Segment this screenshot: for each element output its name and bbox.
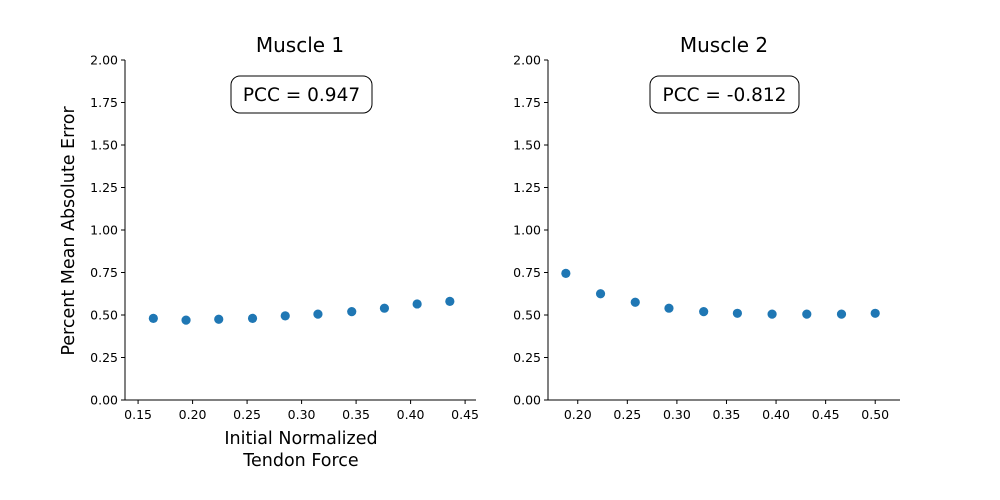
chart-title-muscle-2: Muscle 2 <box>680 33 768 57</box>
annotation-box-muscle-2: PCC = -0.812 <box>649 75 800 114</box>
ytick-label: 1.25 <box>90 180 118 195</box>
data-point <box>870 308 880 318</box>
data-point <box>445 296 455 306</box>
xtick-label: 0.50 <box>861 407 889 422</box>
data-point <box>347 307 357 317</box>
xtick-label: 0.30 <box>288 407 316 422</box>
panel-muscle-2: Muscle 2 0.00 0.25 0.50 0.75 1.00 1.25 1.50 1.7… <box>513 33 900 422</box>
data-point <box>379 303 390 313</box>
chart-title-muscle-1: Muscle 1 <box>256 33 344 57</box>
ytick-label: 0.75 <box>513 265 541 280</box>
ytick-label: 0.75 <box>90 265 118 280</box>
x-axis-label-line-2: Tendon Force <box>242 451 358 471</box>
annotation-frame <box>649 75 800 114</box>
ytick-label: 0.50 <box>513 308 541 323</box>
ytick-label: 1.75 <box>90 95 118 110</box>
annotation-frame <box>230 75 373 114</box>
xtick-label: 0.35 <box>713 407 741 422</box>
xtick-label: 0.15 <box>124 407 152 422</box>
data-point <box>836 309 847 319</box>
xtick-label: 0.25 <box>613 407 641 422</box>
pcc-annotation-muscle-1: PCC = 0.947 <box>243 85 360 106</box>
ytick-label: 2.00 <box>90 53 118 68</box>
ytick-label: 0.25 <box>513 350 541 365</box>
y-axis-label: Percent Mean Absolute Error <box>59 106 79 356</box>
data-point <box>181 315 191 325</box>
data-point <box>247 313 258 323</box>
data-point <box>630 297 640 307</box>
xtick-label: 0.40 <box>397 407 425 422</box>
points-muscle-2 <box>561 268 880 319</box>
data-point <box>412 299 422 309</box>
ytick-label: 0.00 <box>90 393 118 408</box>
ytick-group-muscle-2: 0.00 0.25 0.50 0.75 1.00 1.25 1.50 1.75 2.00 <box>513 53 548 408</box>
data-point <box>664 303 674 313</box>
data-point <box>595 289 606 299</box>
ytick-label: 0.50 <box>90 308 118 323</box>
ytick-label: 1.00 <box>513 223 541 238</box>
pcc-annotation-muscle-2: PCC = -0.812 <box>663 85 787 106</box>
xtick-label: 0.25 <box>233 407 261 422</box>
annotation-box-muscle-1: PCC = 0.947 <box>230 75 373 114</box>
xtick-label: 0.35 <box>342 407 370 422</box>
ytick-label: 2.00 <box>513 53 541 68</box>
data-point <box>313 309 323 319</box>
xtick-label: 0.40 <box>762 407 790 422</box>
data-point <box>802 309 812 319</box>
data-point <box>767 309 777 319</box>
panel-muscle-1: Muscle 1 0.00 0.25 0.50 0.75 1.00 1.25 1.50 1.7… <box>90 33 479 422</box>
xtick-group-muscle-2: 0.20 0.25 0.30 0.35 0.40 0.45 0.50 <box>564 400 889 422</box>
data-point <box>699 307 709 317</box>
xtick-label: 0.20 <box>179 407 207 422</box>
ytick-label: 1.75 <box>513 95 541 110</box>
x-axis-label-line-1: Initial Normalized <box>224 429 377 449</box>
ytick-label: 0.25 <box>90 350 118 365</box>
xtick-group-muscle-1: 0.15 0.20 0.25 0.30 0.35 0.40 0.45 <box>124 400 479 422</box>
data-point <box>214 314 224 324</box>
ytick-label: 1.50 <box>90 138 118 153</box>
data-point <box>732 308 742 318</box>
ytick-group-muscle-1: 0.00 0.25 0.50 0.75 1.00 1.25 1.50 1.75 2.00 <box>90 53 125 408</box>
ytick-label: 0.00 <box>513 393 541 408</box>
data-point <box>148 313 158 323</box>
xtick-label: 0.20 <box>564 407 592 422</box>
data-point <box>280 311 290 321</box>
points-muscle-1 <box>148 296 455 325</box>
data-point <box>561 268 571 278</box>
xtick-label: 0.30 <box>663 407 691 422</box>
xtick-label: 0.45 <box>812 407 840 422</box>
ytick-label: 1.25 <box>513 180 541 195</box>
ytick-label: 1.50 <box>513 138 541 153</box>
ytick-label: 1.00 <box>90 223 118 238</box>
xtick-label: 0.45 <box>451 407 479 422</box>
